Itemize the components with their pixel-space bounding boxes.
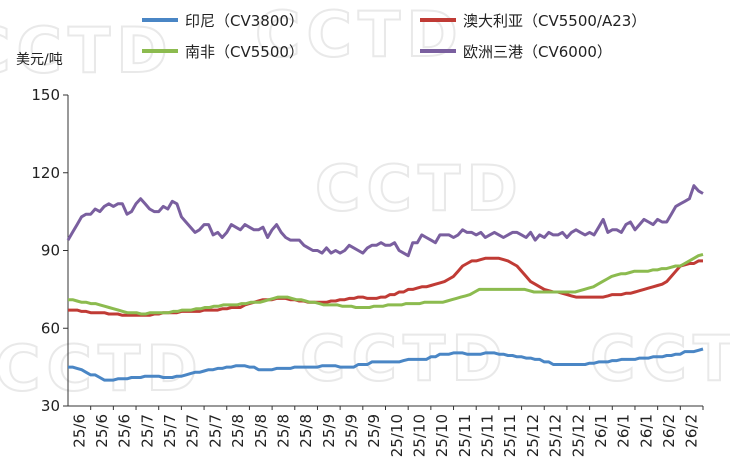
x-tick-label: 25/7 [161,414,179,448]
x-tick-label: 25/12 [524,414,542,457]
x-tick-label: 25/6 [93,414,111,448]
x-tick-label: 25/8 [274,414,292,448]
y-tick-label: 150 [31,86,60,104]
watermark: CCTD [315,152,524,225]
y-tick-label: 120 [31,164,60,182]
watermark: CCTD [0,332,204,405]
legend-label: 南非（CV5500） [185,43,304,61]
watermark: CCTD [0,14,174,87]
x-tick-label: 25/12 [547,414,565,457]
watermark: CCTD [255,0,464,71]
x-tick-label: 26/1 [592,414,610,448]
x-tick-label: 25/10 [433,414,451,457]
x-tick-label: 26/1 [615,414,633,448]
x-tick-label: 25/9 [365,414,383,448]
watermark: CCTD [300,322,509,395]
watermark-layer: CCTD CCTD CCTD CCTD CCTD CCTD [0,0,730,406]
series-line [68,347,704,382]
x-tick-label: 25/7 [184,414,202,448]
x-tick-label: 26/2 [660,414,678,448]
legend-item: 澳大利亚（CV5500/A23） [420,12,646,30]
x-tick-label: 25/11 [501,414,519,457]
y-tick-label: 60 [41,319,60,337]
x-axis-ticks: 25/6 25/6 25/6 25/7 25/7 25/7 25/7 25/8 25/8 25/8… [70,406,704,457]
x-tick-label: 25/10 [411,414,429,457]
x-tick-label: 25/9 [320,414,338,448]
x-tick-label: 25/7 [206,414,224,448]
legend-item: 南非（CV5500） [142,43,304,61]
legend-label: 欧洲三港（CV6000） [463,43,612,61]
legend-label: 印尼（CV3800） [185,12,304,30]
y-axis-ticks: 30 60 90 120 150 [31,86,68,415]
watermark: CCTD [590,322,730,395]
x-tick-label: 25/6 [116,414,134,448]
legend-item: 欧洲三港（CV6000） [420,43,612,61]
y-tick-label: 90 [41,242,60,260]
x-tick-label: 26/1 [637,414,655,448]
legend: 印尼（CV3800） 澳大利亚（CV5500/A23） 南非（CV5500） 欧… [142,12,646,61]
x-tick-label: 25/11 [456,414,474,457]
y-tick-label: 30 [41,397,60,415]
x-tick-label: 25/8 [297,414,315,448]
x-tick-label: 25/10 [388,414,406,457]
y-axis-label: 美元/吨 [16,52,63,68]
x-tick-label: 25/6 [70,414,88,448]
x-tick-label: 25/8 [252,414,270,448]
legend-label: 澳大利亚（CV5500/A23） [463,12,646,30]
series-line [68,252,704,316]
legend-item: 印尼（CV3800） [142,12,304,30]
x-tick-label: 25/11 [479,414,497,457]
x-tick-label: 25/8 [229,414,247,448]
x-tick-label: 25/7 [138,414,156,448]
series-line [66,184,704,258]
x-tick-label: 25/9 [342,414,360,448]
x-tick-label: 26/2 [683,414,701,448]
series-layer [66,184,704,382]
x-tick-label: 25/12 [569,414,587,457]
